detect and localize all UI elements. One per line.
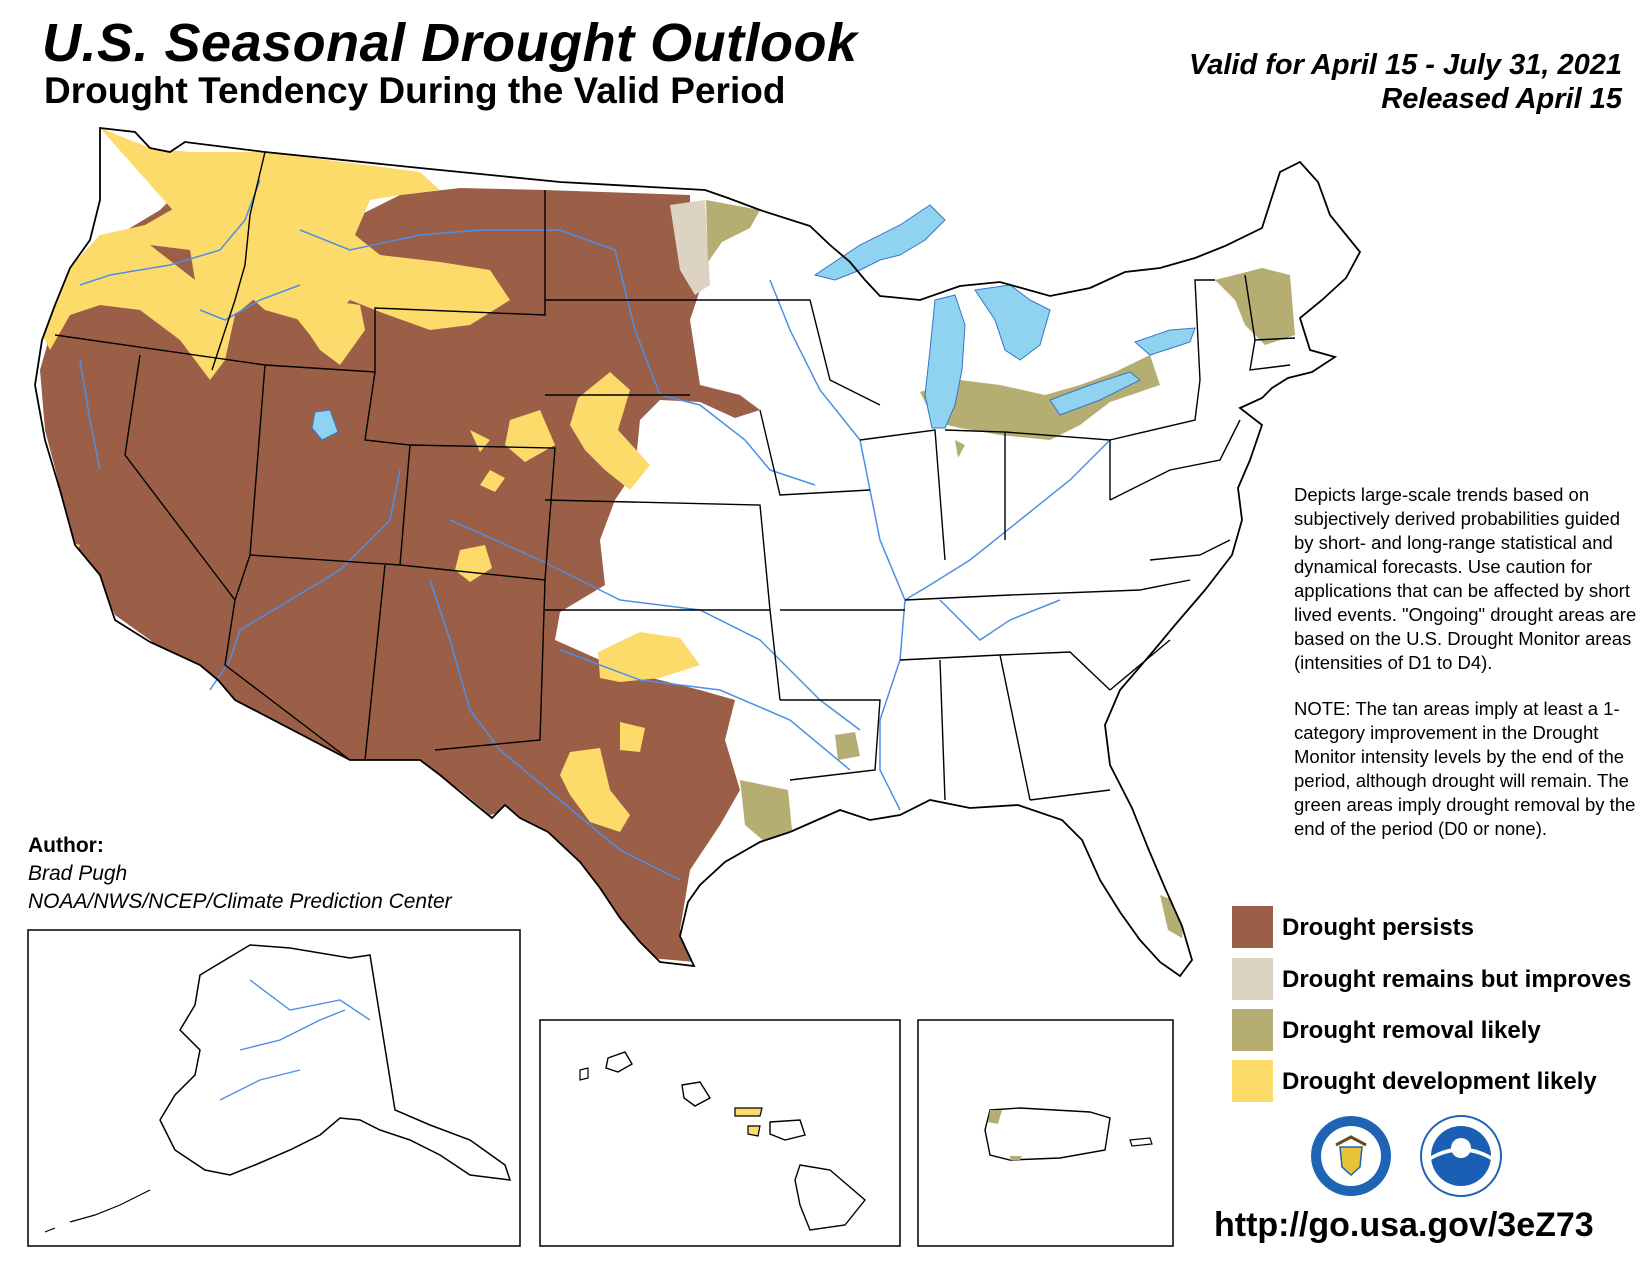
- legend-label: Drought removal likely: [1282, 1017, 1541, 1044]
- big-island: [794, 1164, 866, 1231]
- drought-removal-area-new-england: [1215, 268, 1295, 345]
- colorado-river: [209, 469, 401, 691]
- molokai: [734, 1107, 763, 1117]
- state-borders: [54, 151, 1296, 801]
- author-block: Author: Brad Pugh NOAA/NWS/NCEP/Climate …: [28, 832, 452, 916]
- department-of-commerce-seal-icon: [1311, 1116, 1391, 1196]
- legend-item-persists: Drought persists: [1232, 906, 1650, 950]
- drought-development-area-texas: [560, 722, 645, 832]
- drought-areas: [40, 128, 1295, 962]
- author-org: NOAA/NWS/NCEP/Climate Prediction Center: [28, 890, 452, 913]
- lake-michigan: [924, 294, 966, 429]
- columbia-river: [79, 179, 261, 286]
- drought-removal-area-great-lakes: [920, 355, 1160, 440]
- legend-item-removal: Drought removal likely: [1232, 1009, 1650, 1053]
- outlook-url[interactable]: http://go.usa.gov/3eZ73: [1214, 1206, 1594, 1244]
- puerto-rico-removal: [988, 1110, 1022, 1160]
- snake-river: [199, 284, 301, 321]
- drought-removal-area-indiana: [955, 440, 965, 458]
- alaska-inset: [27, 929, 521, 1247]
- oahu: [681, 1081, 711, 1107]
- legend-item-improves: Drought remains but improves: [1232, 958, 1650, 1002]
- rio-grande: [429, 579, 681, 881]
- kauai: [605, 1051, 633, 1073]
- drought-removal-area-mn: [706, 200, 760, 262]
- description-note: NOTE: The tan areas imply at least a 1-c…: [1294, 698, 1636, 839]
- drought-development-area-plains: [570, 372, 650, 490]
- drought-removal-area-texas: [740, 780, 792, 842]
- drought-removal-area-florida: [1160, 895, 1185, 938]
- sacramento-river: [79, 359, 101, 471]
- maui: [769, 1119, 806, 1141]
- legend-swatch: [1232, 1060, 1273, 1102]
- drought-development-area-colorado: [455, 545, 492, 582]
- vieques: [1129, 1137, 1153, 1147]
- lake-huron: [974, 284, 1051, 361]
- niihau: [579, 1067, 589, 1081]
- drought-development-area-wyoming: [470, 410, 555, 492]
- map-subtitle: Drought Tendency During the Valid Period: [44, 70, 786, 111]
- noaa-logo-icon: [1420, 1115, 1502, 1197]
- lanai: [747, 1125, 761, 1137]
- drought-development-area: [40, 128, 510, 380]
- legend-label: Drought development likely: [1282, 1068, 1597, 1095]
- aleutian-islands: [44, 1189, 151, 1233]
- legend-swatch: [1232, 906, 1273, 948]
- valid-dates: Valid for April 15 - July 31, 2021: [1188, 49, 1622, 81]
- legend-swatch: [1232, 1009, 1273, 1051]
- legend-label: Drought remains but improves: [1282, 966, 1632, 993]
- alaska-outline: [159, 944, 512, 1181]
- great-salt-lake: [311, 409, 339, 441]
- map-title: U.S. Seasonal Drought Outlook: [42, 13, 858, 73]
- drought-development-area-oklahoma: [598, 632, 700, 682]
- author-label: Author:: [28, 834, 104, 857]
- lake-superior: [813, 204, 946, 281]
- ohio-river: [904, 439, 1111, 601]
- mississippi-river: [769, 279, 906, 811]
- puerto-rico-outline: [984, 1107, 1111, 1161]
- lake-ontario: [1134, 327, 1196, 356]
- valid-period: Valid for April 15 - July 31, 2021 Relea…: [1189, 48, 1622, 116]
- legend-swatch: [1232, 958, 1273, 1000]
- release-date: Released April 15: [1381, 83, 1622, 115]
- alaska-rivers: [219, 979, 371, 1101]
- puerto-rico-inset: [917, 1019, 1174, 1247]
- legend-item-development: Drought development likely: [1232, 1060, 1650, 1104]
- tennessee-river: [939, 599, 1061, 641]
- description-text: Depicts large-scale trends based on subj…: [1294, 484, 1637, 673]
- legend-label: Drought persists: [1282, 914, 1475, 941]
- hawaii-inset: [539, 1019, 901, 1247]
- missouri-river: [299, 229, 816, 486]
- drought-removal-area-arkansas: [835, 732, 860, 760]
- description: Depicts large-scale trends based on subj…: [1294, 483, 1644, 863]
- drought-improves-area: [670, 200, 710, 295]
- lake-erie: [1049, 371, 1141, 416]
- rivers: [79, 179, 1111, 881]
- author-name: Brad Pugh: [28, 862, 128, 885]
- great-lakes: [311, 204, 1196, 441]
- red-river: [559, 649, 851, 771]
